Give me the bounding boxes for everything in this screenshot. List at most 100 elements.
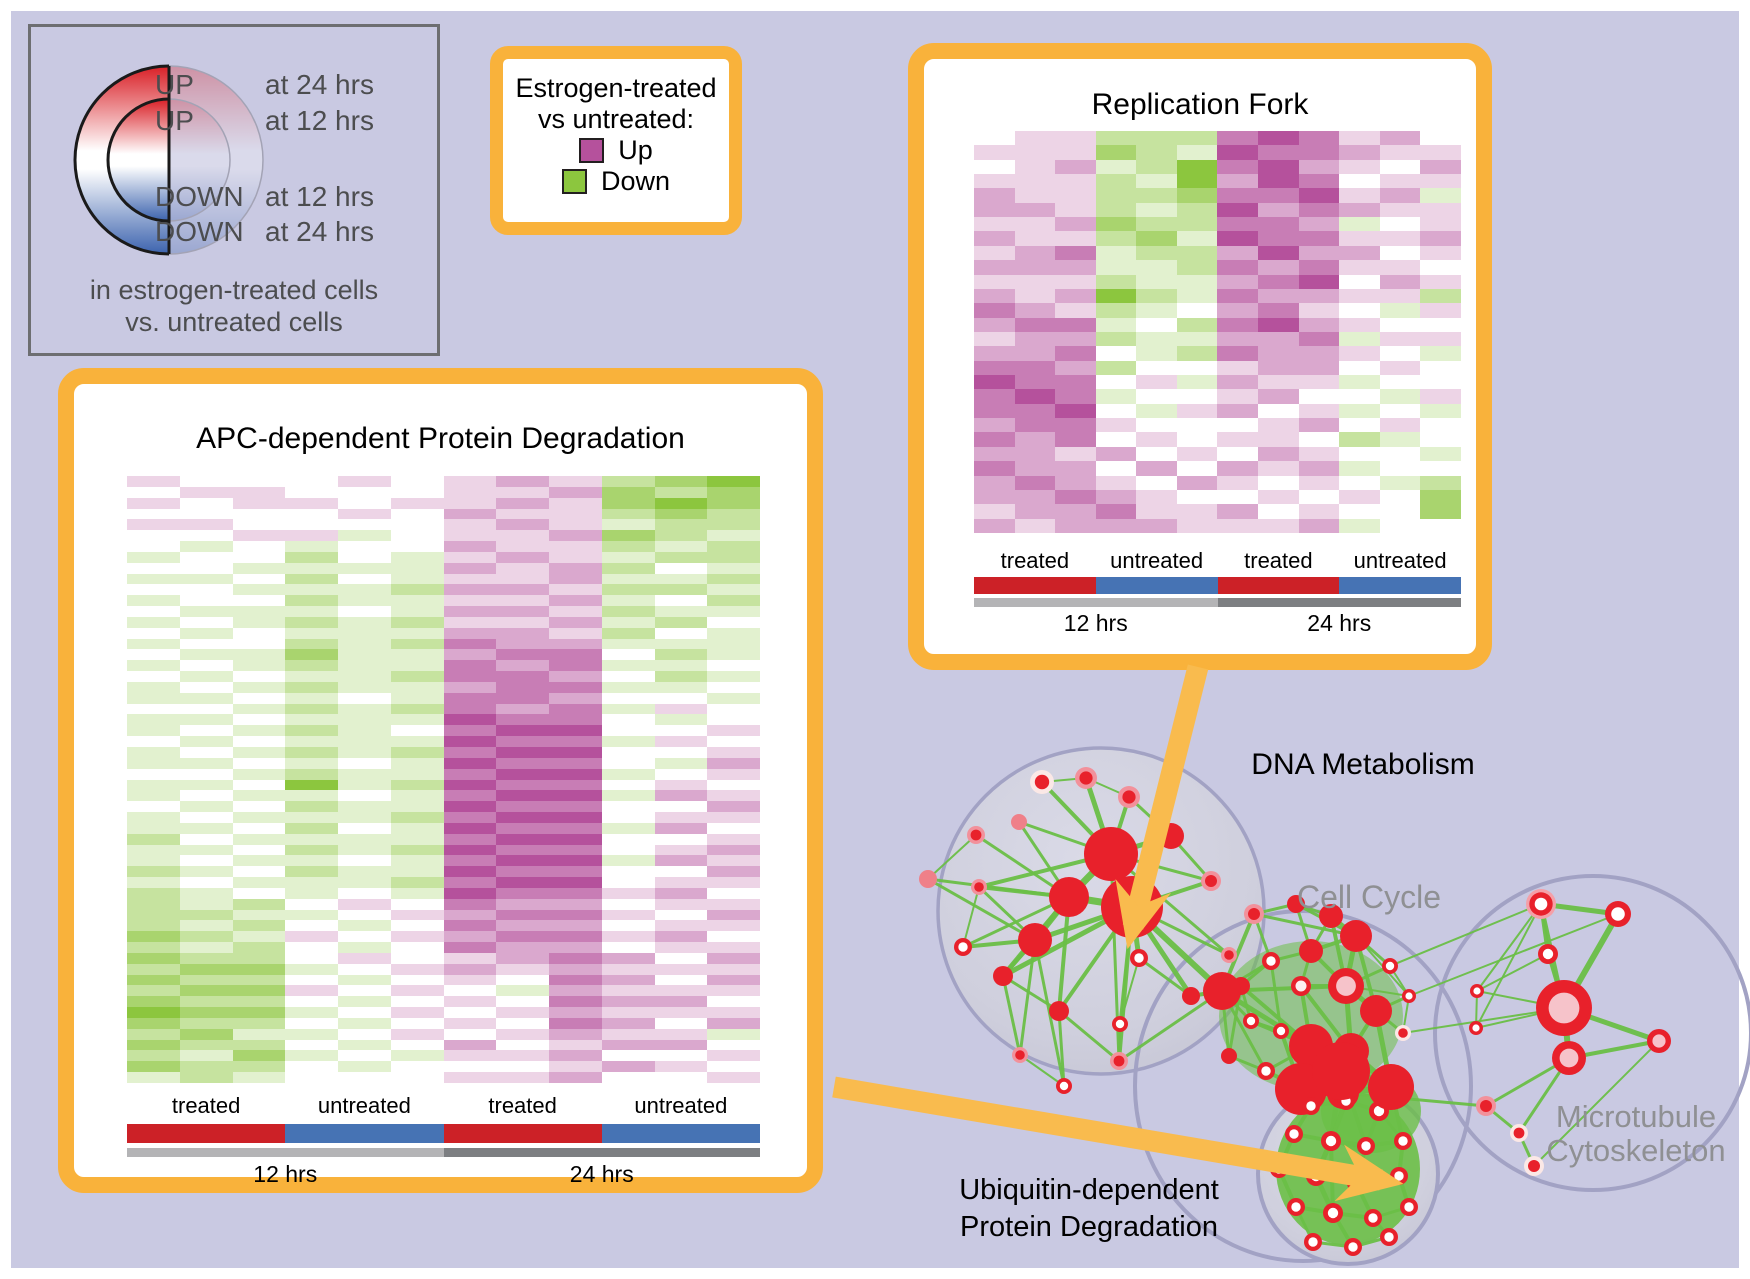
heatmap-cell: [549, 909, 602, 921]
heatmap-cell: [338, 942, 391, 953]
flow-arrow: [1115, 664, 1209, 950]
heatmap-cell: [601, 822, 655, 834]
heatmap-cell: [974, 331, 1015, 347]
heatmap-cell: [601, 942, 655, 953]
heatmap-cell: [654, 757, 708, 769]
heatmap-cell: [179, 530, 233, 542]
heatmap-cell: [496, 855, 549, 867]
heatmap-cell: [179, 508, 233, 520]
heatmap-cell: [443, 985, 497, 997]
network-node: [1538, 944, 1558, 964]
heatmap-cell: [549, 508, 602, 520]
heatmap-cell: [974, 288, 1015, 304]
heatmap-cell: [654, 801, 708, 813]
heatmap-cell: [707, 942, 760, 953]
time-span-bar: [974, 598, 1218, 607]
heatmap-cell: [1095, 174, 1137, 189]
network-node: [1360, 995, 1392, 1027]
heatmap-cell: [1176, 432, 1218, 447]
heatmap-cell: [1055, 231, 1096, 246]
heatmap-cell: [707, 844, 760, 856]
heatmap-cell: [601, 562, 655, 574]
heatmap-cell: [1055, 174, 1096, 189]
heatmap-cell: [1379, 418, 1421, 433]
heatmap-cell: [654, 1050, 708, 1062]
heatmap-cell: [390, 595, 444, 607]
heatmap-cell: [654, 519, 708, 531]
heatmap-cell: [232, 703, 286, 715]
heatmap-cell: [549, 996, 602, 1008]
heatmap-cell: [390, 844, 444, 856]
heatmap-cell: [338, 476, 391, 487]
heatmap-cell: [1298, 389, 1340, 404]
heatmap-cell: [1095, 288, 1137, 304]
heatmap-cell: [707, 497, 760, 509]
heatmap-cell: [338, 1028, 391, 1040]
heatmap-cell: [1095, 303, 1137, 318]
heatmap-cell: [1217, 375, 1259, 390]
heatmap-cell: [1176, 188, 1218, 203]
heatmap-cell: [549, 812, 602, 823]
heatmap-cell: [127, 530, 180, 542]
heatmap-cell: [1095, 375, 1137, 390]
heatmap-cell: [1298, 202, 1340, 218]
heatmap-cell: [707, 1017, 760, 1029]
heatmap-cell: [390, 681, 444, 693]
heatmap-cell: [285, 703, 338, 715]
apc-group-labels: treated untreated treated untreated: [127, 1093, 760, 1118]
heatmap-cell: [338, 541, 391, 552]
network-node: [1476, 1096, 1496, 1116]
heatmap-cell: [338, 714, 391, 726]
network-node: [1323, 1203, 1343, 1223]
heatmap-cell: [179, 768, 233, 780]
network-node: [1285, 1125, 1303, 1143]
heatmap-cell: [1258, 504, 1299, 519]
heatmap-cell: [285, 714, 338, 726]
network-node: [967, 826, 985, 844]
heatmap-cell: [443, 942, 497, 953]
heatmap-cell: [285, 606, 338, 617]
heatmap-cell: [601, 638, 655, 650]
heatmap-cell: [654, 486, 708, 498]
heatmap-cell: [1339, 202, 1380, 218]
heatmap-cell: [496, 606, 549, 617]
heatmap-cell: [601, 757, 655, 769]
heatmap-cell: [1014, 274, 1056, 289]
network-node: [1203, 972, 1241, 1010]
updown-legend-title-line2: vs untreated:: [537, 104, 695, 134]
network-node: [1244, 904, 1264, 924]
heatmap-cell: [285, 725, 338, 737]
heatmap-cell: [654, 562, 708, 574]
heatmap-cell: [1379, 518, 1421, 533]
heatmap-cell: [179, 703, 233, 715]
heatmap-cell: [179, 660, 233, 672]
heatmap-cell: [390, 812, 444, 823]
heatmap-cell: [1095, 446, 1137, 462]
heatmap-cell: [601, 812, 655, 823]
heatmap-cell: [1379, 245, 1421, 261]
heatmap-cell: [654, 703, 708, 715]
heatmap-cell: [285, 844, 338, 856]
heatmap-cell: [1176, 174, 1218, 189]
heatmap-cell: [601, 952, 655, 964]
heatmap-cell: [1379, 188, 1421, 203]
heatmap-cell: [707, 703, 760, 715]
heatmap-cell: [1014, 360, 1056, 376]
heatmap-cell: [127, 985, 180, 997]
heatmap-cell: [496, 476, 549, 487]
heatmap-cell: [601, 801, 655, 813]
heatmap-cell: [179, 866, 233, 878]
heatmap-cell: [1095, 274, 1137, 289]
heatmap-cell: [496, 887, 549, 899]
heatmap-cell: [179, 519, 233, 531]
heatmap-cell: [443, 833, 497, 845]
heatmap-cell: [232, 671, 286, 682]
heatmap-cell: [179, 584, 233, 596]
heatmap-cell: [232, 768, 286, 780]
heatmap-cell: [285, 833, 338, 845]
heatmap-cell: [179, 985, 233, 997]
network-edge: [1117, 989, 1224, 1063]
heatmap-cell: [1176, 504, 1218, 519]
heatmap-cell: [974, 346, 1015, 361]
heatmap-cell: [549, 692, 602, 704]
